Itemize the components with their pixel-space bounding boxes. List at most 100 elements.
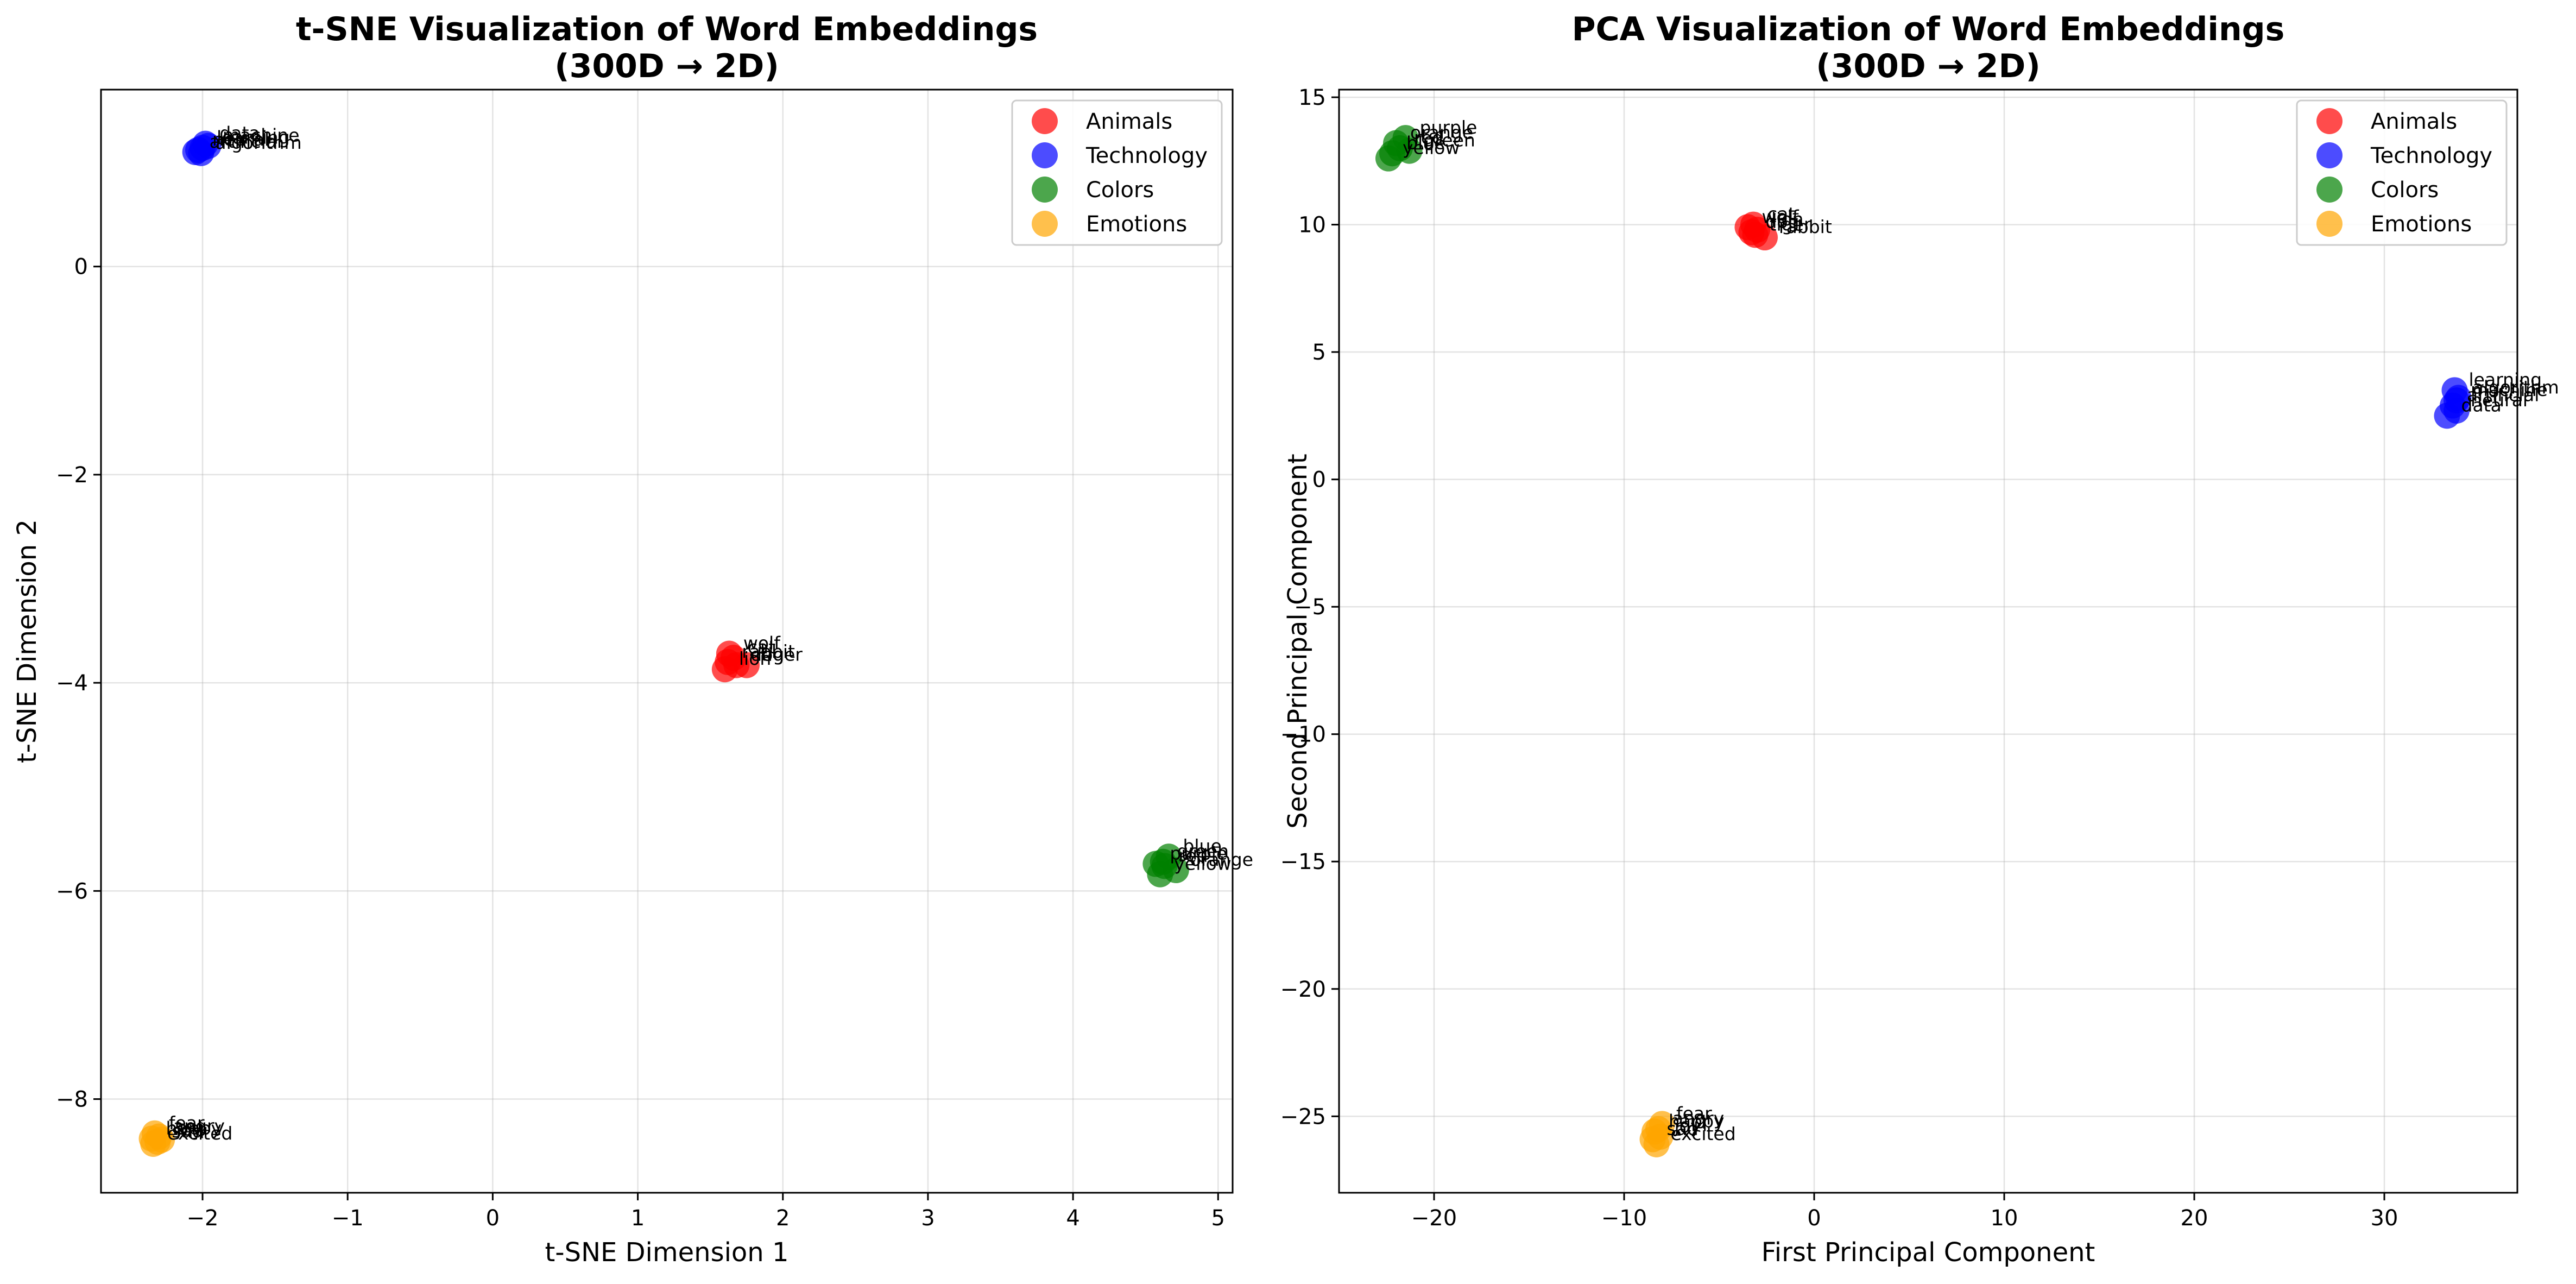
data-point xyxy=(140,1130,167,1157)
legend-marker xyxy=(1032,211,1058,237)
y-tick-label: −6 xyxy=(56,879,88,904)
point-label: purple xyxy=(1420,117,1478,138)
point-label: neural xyxy=(2471,389,2528,411)
y-tick-label: −4 xyxy=(56,671,88,696)
legend-marker xyxy=(2316,142,2343,168)
point-label: machine xyxy=(2471,379,2548,400)
y-tick-label: −8 xyxy=(56,1087,88,1112)
point-label: red xyxy=(1178,845,1208,866)
point-label: rabbit xyxy=(1779,216,1832,237)
x-axis-label: First Principal Component xyxy=(1761,1237,2095,1268)
point-label: lion xyxy=(739,648,771,669)
point-label: cat xyxy=(1767,204,1795,225)
point-label: machine xyxy=(223,124,300,146)
point-label: excited xyxy=(167,1123,232,1144)
y-tick-label: 5 xyxy=(1312,340,1326,365)
chart-title-line-2: (300D → 2D) xyxy=(554,47,779,85)
point-label: blue xyxy=(1183,835,1221,857)
point-label: sad xyxy=(1667,1118,1699,1139)
x-tick-label: 1 xyxy=(631,1206,645,1231)
point-label: green xyxy=(1424,130,1475,151)
point-label: data xyxy=(219,123,260,144)
point-label: orange xyxy=(1190,849,1253,870)
plot-frame xyxy=(100,89,1234,1194)
x-tick-label: −10 xyxy=(1601,1206,1647,1231)
point-label: learning xyxy=(2469,369,2542,390)
point-label: lion xyxy=(1771,209,1803,230)
legend-label: Technology xyxy=(1085,143,1208,168)
legend-marker xyxy=(2316,211,2343,237)
y-tick-label: −15 xyxy=(1280,849,1326,874)
y-tick-label: −2 xyxy=(56,463,88,488)
x-tick-label: −2 xyxy=(187,1206,219,1231)
point-label: rabbit xyxy=(742,641,795,662)
x-tick-label: 10 xyxy=(1991,1206,2018,1231)
point-label: neural xyxy=(212,129,269,150)
x-tick-label: 0 xyxy=(1807,1206,1821,1231)
point-label: cat xyxy=(748,637,775,658)
legend-marker xyxy=(1032,108,1058,134)
y-tick-label: −5 xyxy=(1294,595,1326,620)
chart-title-line-1: t-SNE Visualization of Word Embeddings xyxy=(296,10,1038,48)
data-point xyxy=(188,140,214,166)
point-label: dog xyxy=(750,644,784,665)
data-point xyxy=(711,656,738,683)
chart-title-line-1: PCA Visualization of Word Embeddings xyxy=(1572,10,2285,48)
y-axis-label: Second Principal Component xyxy=(1283,454,1313,828)
point-label: sad xyxy=(172,1121,203,1142)
legend-box xyxy=(1011,99,1223,246)
x-tick-label: 3 xyxy=(921,1206,935,1231)
legend-label: Colors xyxy=(1086,178,1154,203)
point-label: blue xyxy=(1406,132,1445,153)
y-tick-label: 0 xyxy=(74,255,88,280)
data-point xyxy=(2434,402,2460,429)
legend-label: Colors xyxy=(2371,178,2439,203)
x-tick-label: 20 xyxy=(2181,1206,2208,1231)
y-tick-label: 15 xyxy=(1298,85,1326,110)
y-axis-label: t-SNE Dimension 2 xyxy=(12,519,42,763)
x-tick-label: 30 xyxy=(2371,1206,2398,1231)
point-label: yellow xyxy=(1403,137,1460,159)
point-label: algorithm xyxy=(2473,377,2559,398)
point-label: artificial xyxy=(2467,385,2539,406)
point-label: purple xyxy=(1170,843,1227,864)
point-label: happy xyxy=(166,1117,222,1138)
point-label: wolf xyxy=(1762,206,1800,227)
x-tick-label: 2 xyxy=(776,1206,790,1231)
point-label: dog xyxy=(1766,211,1800,232)
y-tick-label: −10 xyxy=(1280,722,1326,747)
data-point xyxy=(733,652,760,678)
point-label: green xyxy=(1177,841,1229,862)
point-label: tiger xyxy=(761,644,803,665)
legend-marker xyxy=(1032,177,1058,203)
point-label: angry xyxy=(1672,1108,1724,1129)
x-tick-label: 5 xyxy=(1211,1206,1225,1231)
x-tick-label: −20 xyxy=(1411,1206,1457,1231)
y-tick-label: −25 xyxy=(1280,1104,1326,1129)
point-label: yellow xyxy=(1174,853,1231,874)
x-axis-label: t-SNE Dimension 1 xyxy=(545,1237,788,1268)
x-tick-label: 4 xyxy=(1066,1206,1079,1231)
chart-title-line-2: (300D → 2D) xyxy=(1816,47,2041,85)
point-label: fear xyxy=(169,1112,205,1134)
data-point xyxy=(1147,861,1173,888)
data-point xyxy=(1375,145,1401,172)
point-label: joy xyxy=(1674,1116,1701,1137)
y-tick-label: 0 xyxy=(1312,468,1326,493)
point-label: data xyxy=(2461,394,2502,416)
point-label: learning xyxy=(217,127,290,148)
point-label: algorithm xyxy=(215,132,301,153)
point-label: happy xyxy=(1669,1110,1725,1131)
point-label: fear xyxy=(1676,1103,1712,1124)
y-tick-label: −20 xyxy=(1280,977,1326,1002)
plot-frame xyxy=(1338,89,2518,1194)
legend-marker xyxy=(2316,177,2343,203)
legend-label: Animals xyxy=(1086,109,1172,134)
legend-label: Emotions xyxy=(1086,212,1187,237)
y-tick-label: 10 xyxy=(1298,213,1326,238)
data-point xyxy=(1742,222,1769,248)
data-point xyxy=(1643,1131,1670,1157)
